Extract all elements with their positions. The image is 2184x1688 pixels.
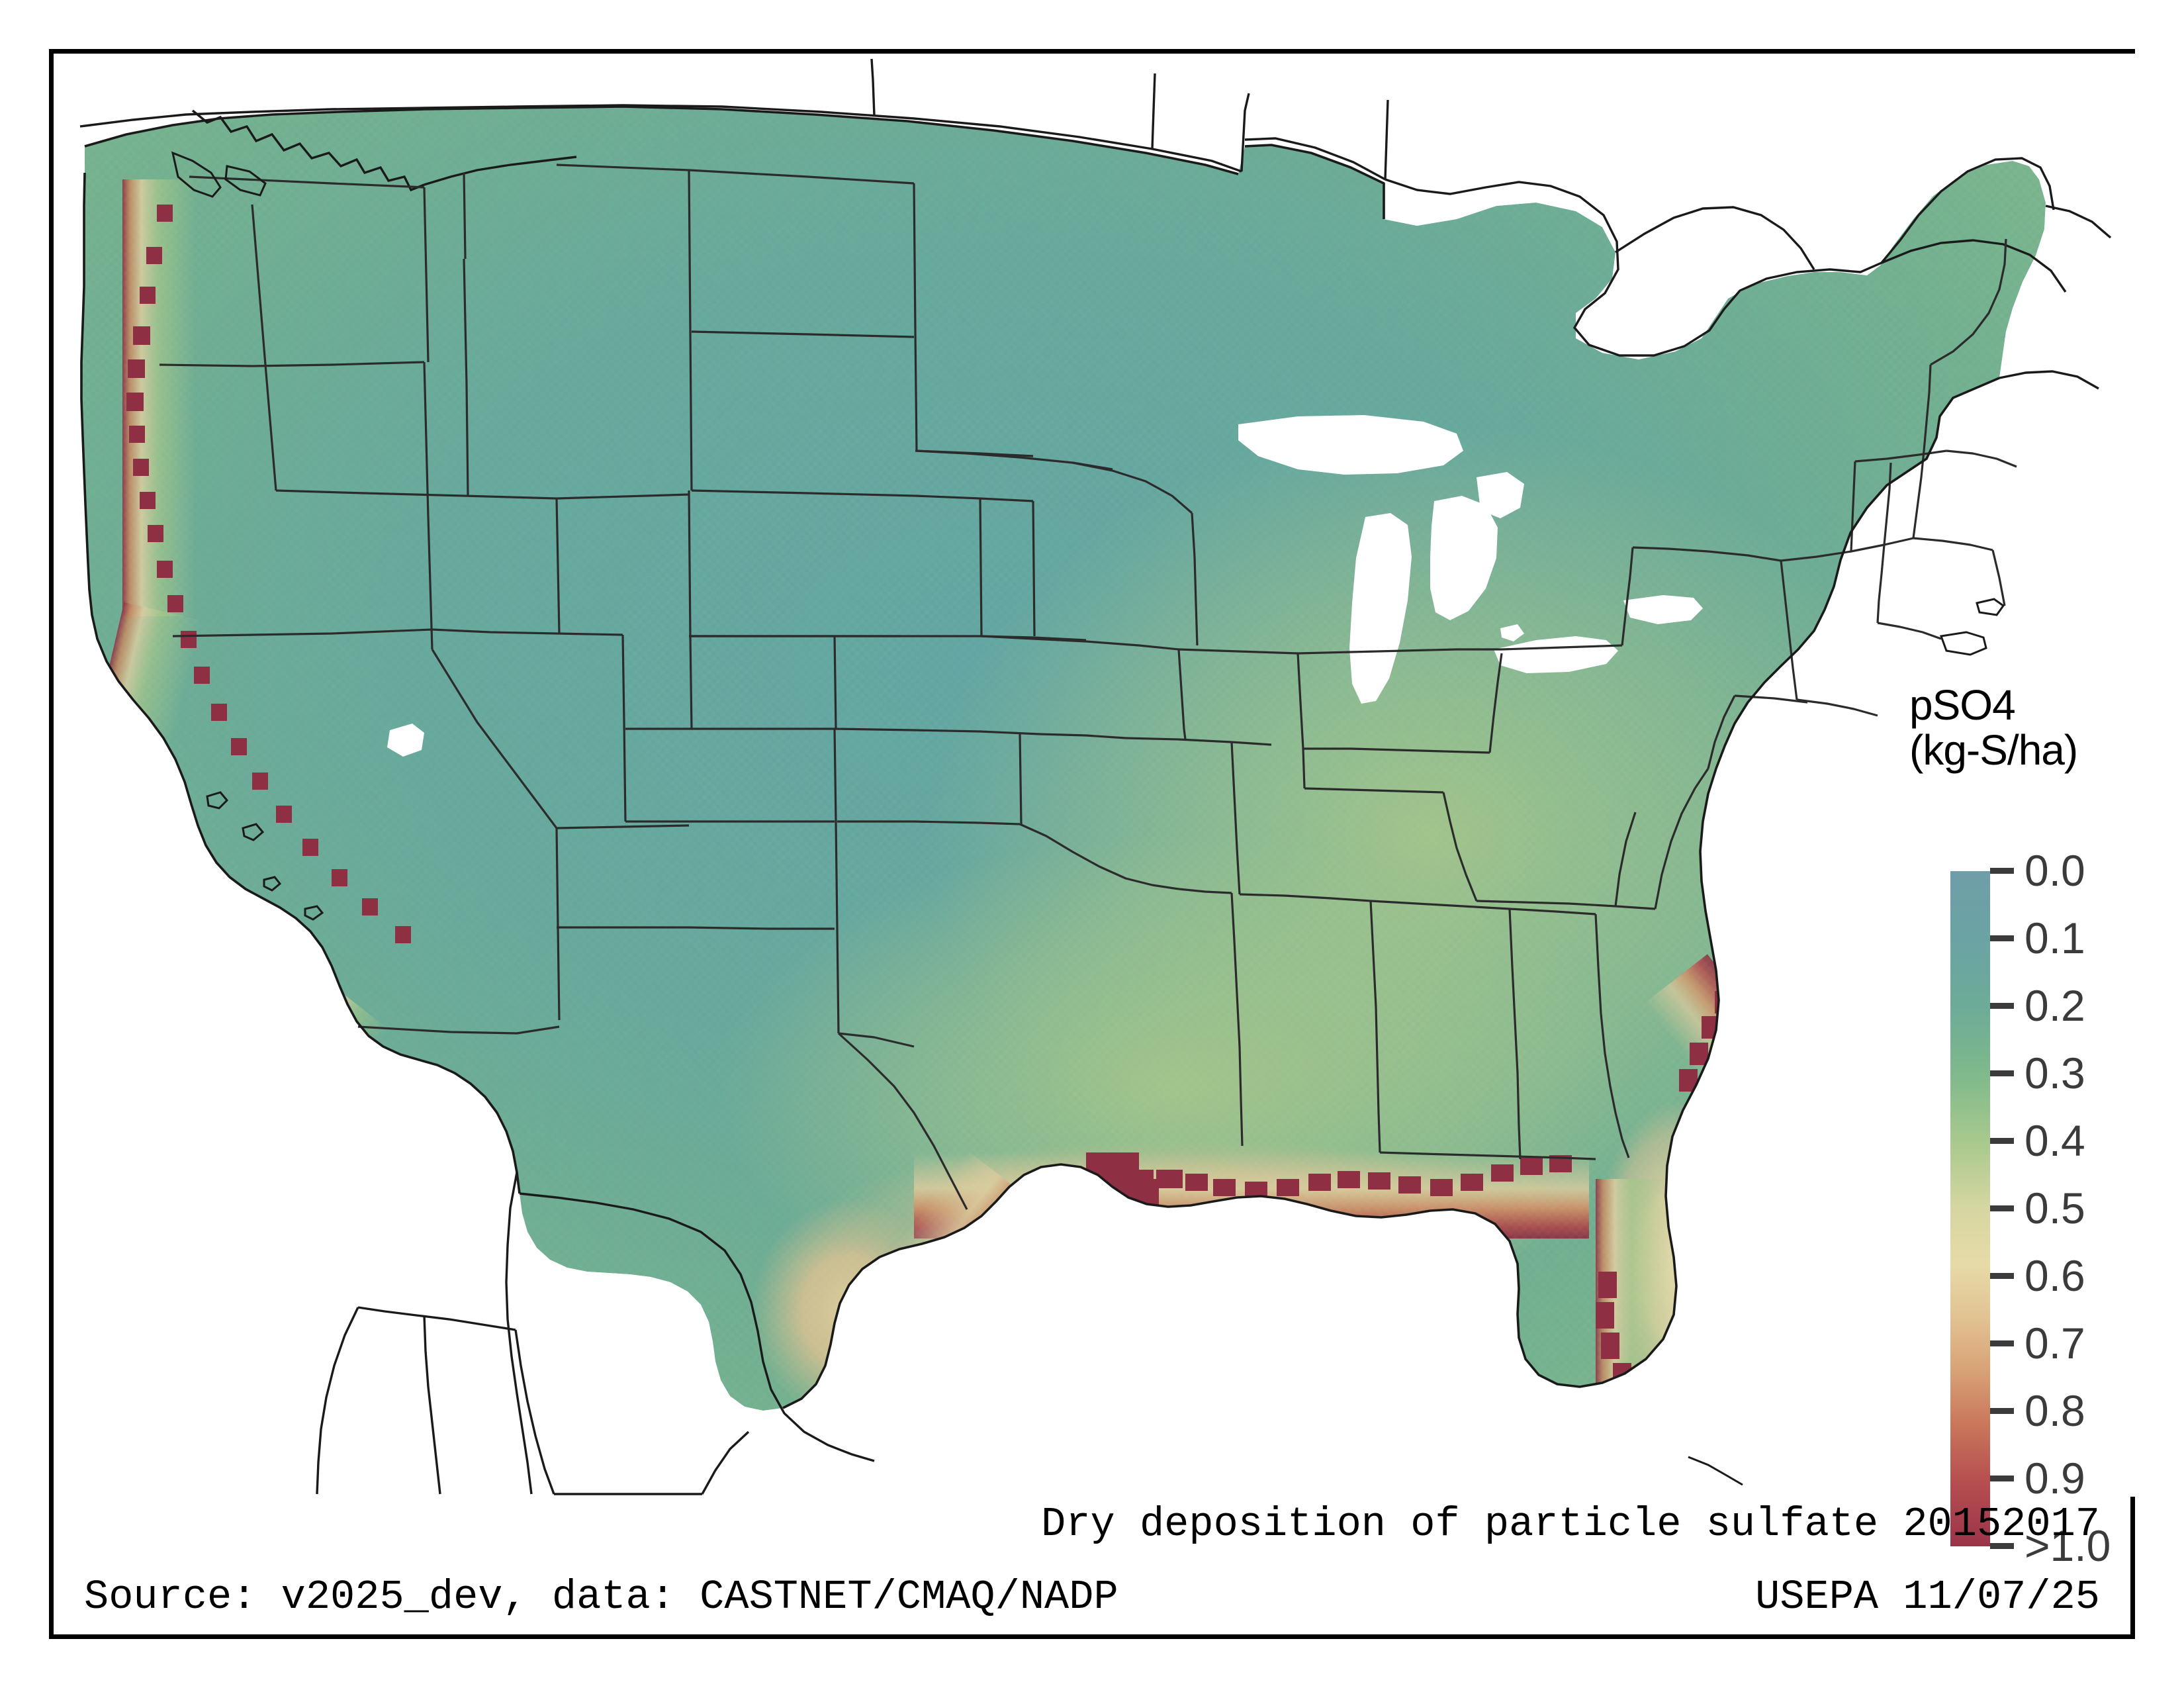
agency-note: USEPA 11/07/25 <box>1755 1573 2100 1620</box>
figure-caption: Dry deposition of particle sulfate 20152… <box>1041 1501 2100 1548</box>
state-boundaries <box>159 164 2017 1210</box>
tick-dash-icon <box>1990 1340 2014 1346</box>
tick-dash-icon <box>1990 935 2014 941</box>
colorbar-tick-list: 0.0 0.1 0.2 0.3 0.4 0.5 0.6 0.7 0.8 0.9 … <box>1950 846 2175 1570</box>
tick-dash-icon <box>1990 1408 2014 1414</box>
neighbor-country-outlines <box>79 58 2112 1495</box>
conus-coastline <box>80 105 2000 1409</box>
map-panel <box>54 54 2140 1497</box>
source-note: Source: v2025_dev, data: CASTNET/CMAQ/NA… <box>84 1573 1118 1620</box>
tick-dash-icon <box>1990 1003 2014 1009</box>
offshore-islands <box>171 151 2005 1486</box>
tick-dash-icon <box>1990 868 2014 874</box>
deposition-map <box>54 54 2140 1497</box>
tick-dash-icon <box>1990 1070 2014 1076</box>
colorbar-gradient <box>1950 871 1990 1546</box>
nodata-waterbodies <box>387 415 1703 757</box>
figure-frame: pSO4 (kg-S/ha) 0.0 0.1 0.2 0.3 0.4 0.5 0… <box>49 49 2140 1639</box>
nodata-outside-mask <box>54 54 2140 1497</box>
tick-dash-icon <box>1990 1273 2014 1279</box>
colorbar-group: pSO4 (kg-S/ha) 0.0 0.1 0.2 0.3 0.4 0.5 0… <box>1900 682 2178 1570</box>
tick-dash-icon <box>1990 1205 2014 1211</box>
tick-dash-icon <box>1990 1543 2014 1549</box>
tick-dash-icon <box>1990 1476 2014 1481</box>
tick-dash-icon <box>1990 1138 2014 1144</box>
colorbar-title: pSO4 (kg-S/ha) <box>1909 682 2174 773</box>
colorbar-title-line2: (kg-S/ha) <box>1909 726 2078 774</box>
colorbar-title-line1: pSO4 <box>1909 681 2016 729</box>
